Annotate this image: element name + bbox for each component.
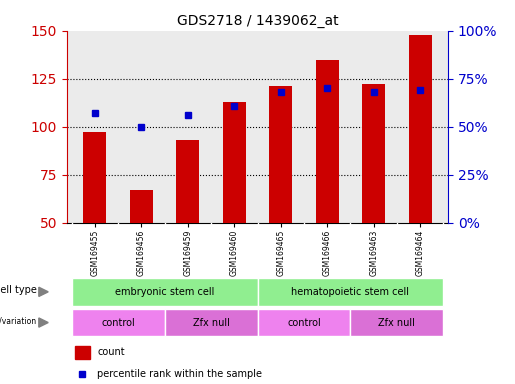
Text: GSM169455: GSM169455 — [90, 229, 99, 276]
Bar — [258, 309, 350, 336]
Text: GSM169466: GSM169466 — [323, 229, 332, 276]
Text: GSM169465: GSM169465 — [276, 229, 285, 276]
Polygon shape — [39, 287, 48, 296]
Text: embryonic stem cell: embryonic stem cell — [115, 287, 214, 297]
Text: Zfx null: Zfx null — [379, 318, 416, 328]
Text: hematopoietic stem cell: hematopoietic stem cell — [291, 287, 409, 297]
Bar — [75, 346, 90, 359]
Text: Zfx null: Zfx null — [193, 318, 230, 328]
Bar — [258, 278, 443, 306]
Text: GSM169463: GSM169463 — [369, 229, 378, 276]
Bar — [316, 60, 339, 223]
Text: percentile rank within the sample: percentile rank within the sample — [97, 369, 263, 379]
Polygon shape — [39, 318, 48, 327]
Text: cell type: cell type — [0, 285, 37, 295]
Bar — [408, 35, 432, 223]
Text: GSM169464: GSM169464 — [416, 229, 425, 276]
Bar — [83, 132, 107, 223]
Bar — [130, 190, 153, 223]
Bar — [222, 102, 246, 223]
Title: GDS2718 / 1439062_at: GDS2718 / 1439062_at — [177, 14, 338, 28]
Bar — [72, 278, 258, 306]
Text: GSM169460: GSM169460 — [230, 229, 239, 276]
Text: GSM169456: GSM169456 — [137, 229, 146, 276]
Text: GSM169459: GSM169459 — [183, 229, 192, 276]
Text: count: count — [97, 347, 125, 357]
Text: control: control — [101, 318, 135, 328]
Bar — [350, 309, 443, 336]
Bar — [72, 309, 165, 336]
Text: genotype/variation: genotype/variation — [0, 316, 37, 326]
Bar — [362, 84, 385, 223]
Text: control: control — [287, 318, 321, 328]
Bar — [176, 140, 199, 223]
Bar — [165, 309, 258, 336]
Bar — [269, 86, 293, 223]
